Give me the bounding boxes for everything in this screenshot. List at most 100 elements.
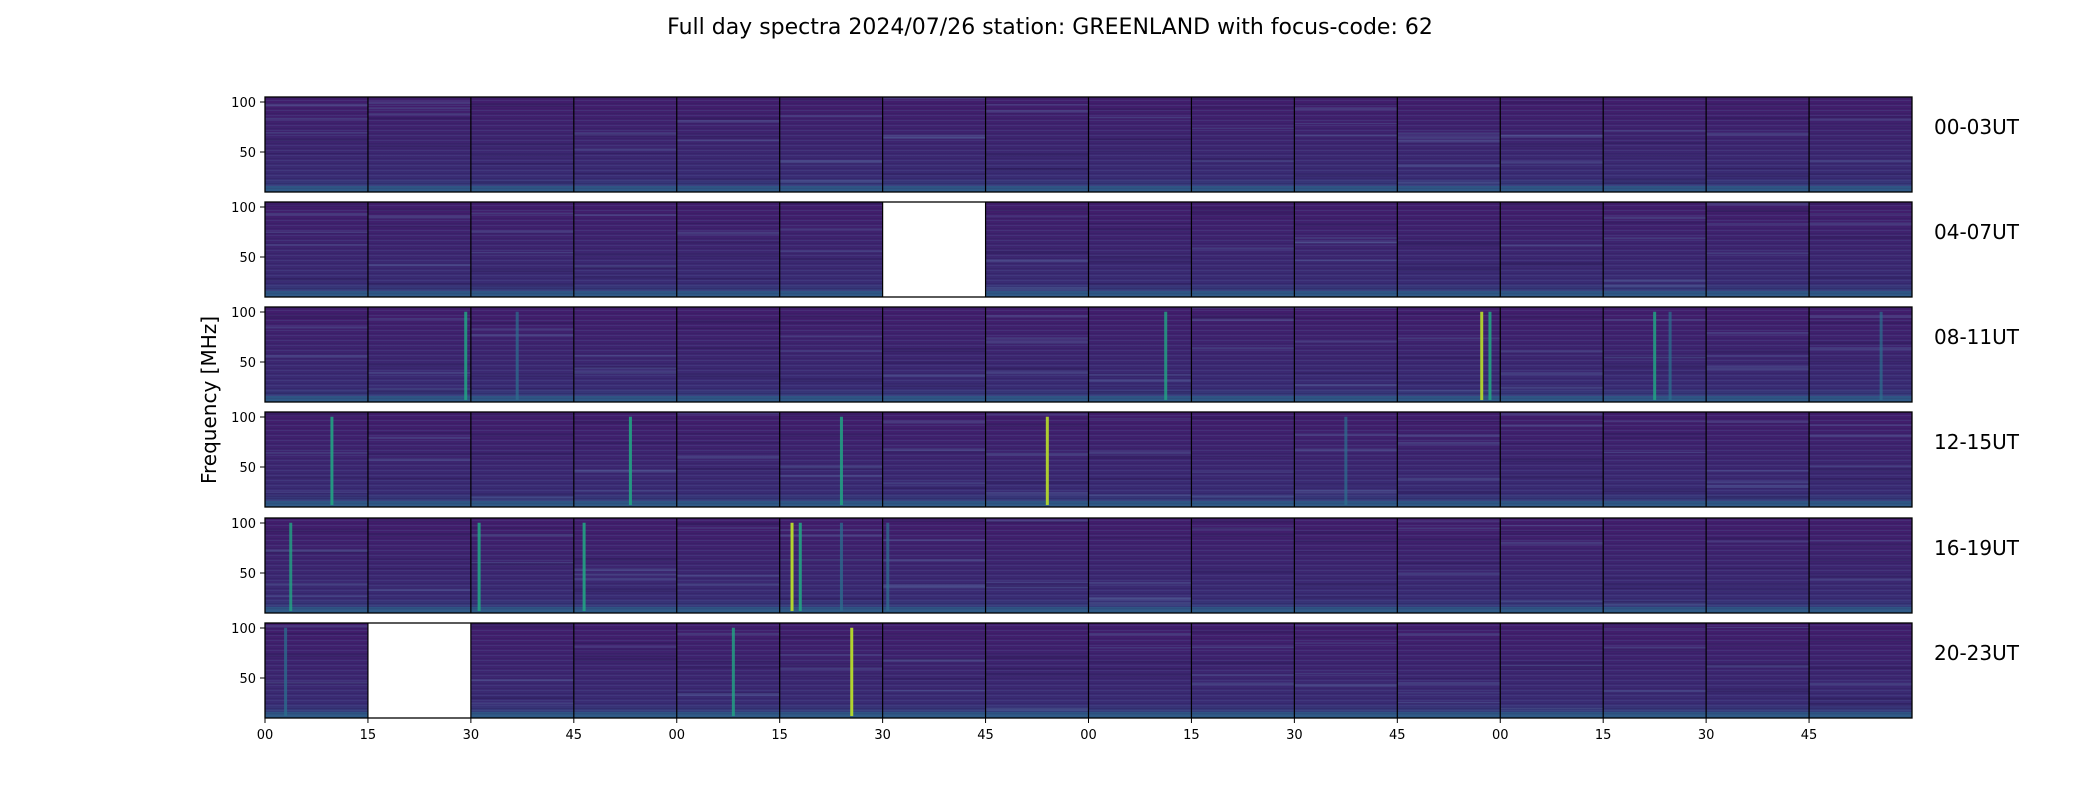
panel-texture [367,518,471,613]
panel-texture [676,97,780,192]
band-line [1191,206,1295,209]
band-line [1603,437,1707,439]
band-line [1603,587,1707,590]
band-line [470,414,574,416]
band-line [1397,441,1501,445]
band-line [265,138,368,142]
band-line [1706,537,1810,540]
low-frequency-band [1603,291,1707,297]
band-line [470,527,574,529]
band-line [882,658,986,662]
band-line [1191,127,1295,129]
band-line [985,673,1089,676]
band-line [985,103,1089,106]
panel-texture [573,623,677,718]
x-tick-label: 00 [668,728,685,743]
band-line [1603,623,1707,626]
band-line [1191,347,1295,350]
band-line [1191,661,1295,665]
band-line [265,476,368,478]
band-line [1088,660,1192,663]
panel-texture [779,97,883,192]
panel-texture [1294,202,1398,297]
band-line [265,355,368,358]
low-frequency-band [1191,186,1295,192]
band-line [1706,350,1810,353]
band-line [1500,372,1604,375]
band-line [1500,443,1604,445]
low-frequency-band [1500,607,1604,613]
row-label: 00-03UT [1934,115,2020,139]
band-line [1088,283,1192,286]
x-tick-label: 15 [1595,728,1612,743]
band-line [1706,495,1810,498]
burst-mark [839,416,843,506]
band-line [1500,661,1604,664]
panel-texture [265,412,368,507]
band-line [573,654,677,658]
panel-texture [367,202,471,297]
band-line [573,371,677,374]
band-line [1500,525,1604,527]
band-line [1500,530,1604,533]
panel-texture [1191,202,1295,297]
band-line [1088,477,1192,481]
band-line [1706,132,1810,136]
band-line [1191,495,1295,498]
band-line [1500,458,1604,462]
band-line [265,550,368,554]
panel-texture [779,412,883,507]
low-frequency-band [985,291,1089,297]
panel-texture [470,518,574,613]
low-frequency-band [1397,396,1501,402]
burst-mark [850,627,854,717]
low-frequency-band [470,186,574,192]
panel-texture [1706,623,1810,718]
band-line [676,347,780,350]
low-frequency-band [1706,712,1810,718]
band-line [1191,682,1295,686]
band-line [1603,577,1707,579]
band-line [1603,649,1707,652]
band-line [779,228,883,230]
band-line [676,660,780,663]
low-frequency-band [367,186,471,192]
low-frequency-band [265,607,368,613]
low-frequency-band [265,396,368,402]
band-line [367,533,471,537]
panel-texture [573,412,677,507]
band-line [779,378,883,382]
band-line [985,259,1089,263]
low-frequency-band [1500,712,1604,718]
band-line [1397,434,1501,437]
y-tick-label: 50 [239,461,256,476]
band-line [779,258,883,261]
band-line [1706,174,1810,177]
band-line [779,434,883,437]
band-line [470,623,574,626]
band-line [265,681,368,684]
band-line [1191,519,1295,523]
band-line [1809,468,1912,471]
panel-texture [676,412,780,507]
band-line [1191,570,1295,573]
band-line [1088,222,1192,225]
low-frequency-band [1706,501,1810,507]
band-line [1294,540,1398,543]
band-line [1706,689,1810,693]
band-line [1088,228,1192,231]
band-line [573,573,677,576]
band-line [265,413,368,416]
band-line [367,263,471,267]
panel-texture [265,202,368,297]
band-line [1397,521,1501,523]
band-line [1500,144,1604,147]
y-axis-label: Frequency [MHz] [197,316,221,484]
x-tick-label: 15 [1183,728,1200,743]
panel-texture [676,202,780,297]
spectra-row: 100 50 04-07UT [231,201,2020,298]
panel-texture [1397,202,1501,297]
band-line [1809,235,1912,239]
band-line [882,634,986,637]
